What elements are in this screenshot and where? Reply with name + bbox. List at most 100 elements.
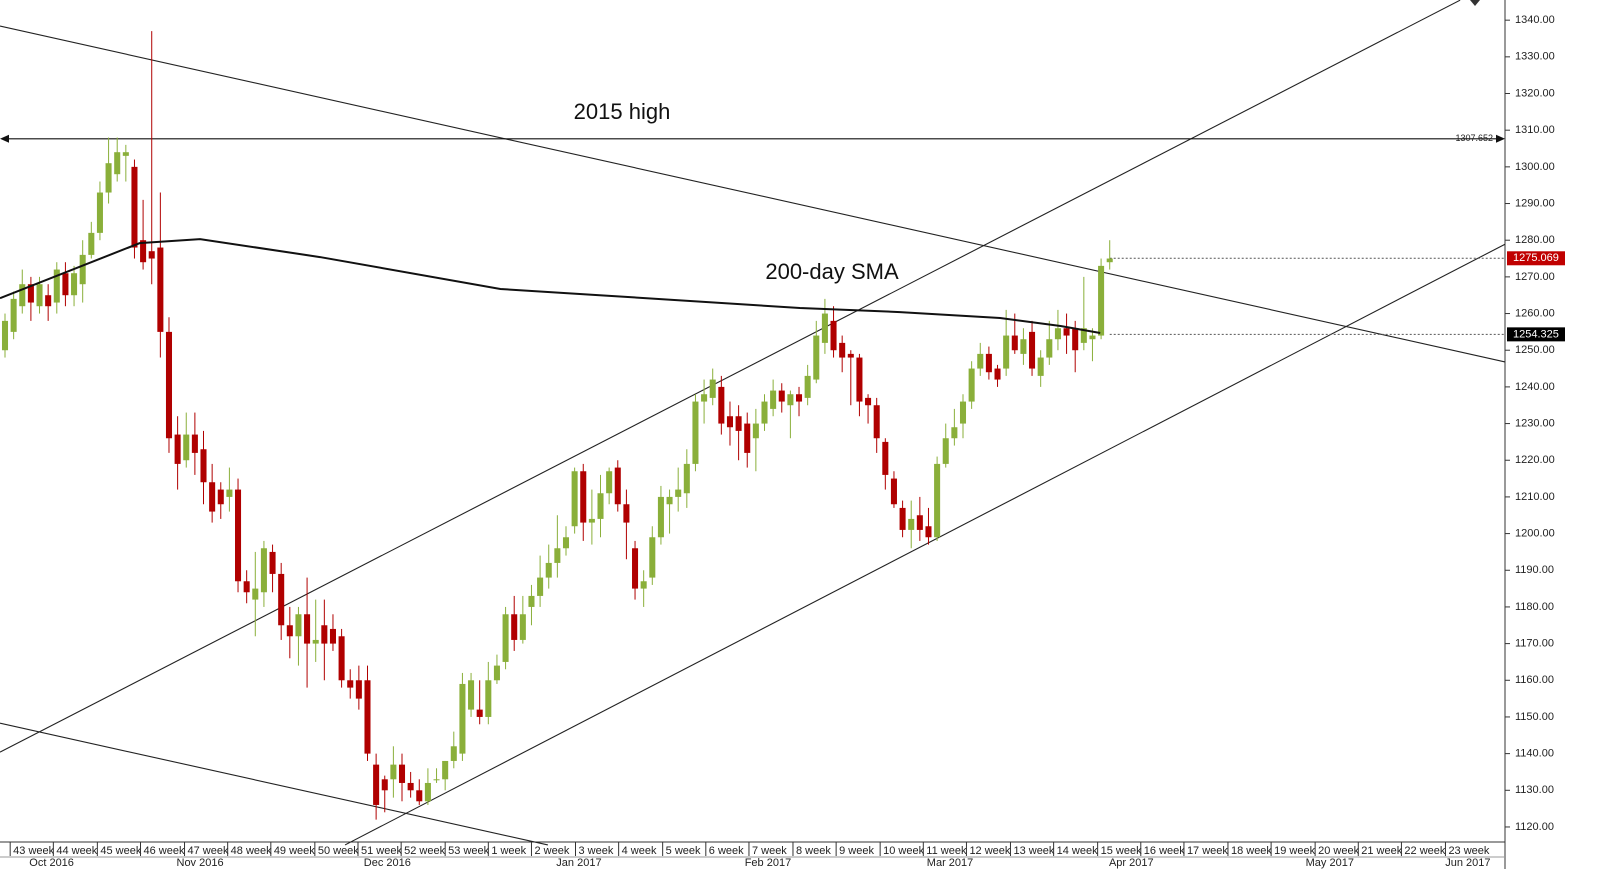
y-tick-label: 1210.00: [1515, 491, 1555, 503]
x-tick-label: 47 week: [188, 845, 229, 857]
candle-body: [709, 379, 716, 398]
candle-body: [131, 166, 138, 248]
y-tick-label: 1140.00: [1515, 748, 1554, 760]
candle-body: [295, 614, 302, 637]
candle-body: [71, 273, 78, 296]
x-tick-label: 21 week: [1361, 845, 1402, 857]
y-tick-label: 1280.00: [1515, 234, 1555, 246]
candle-body: [140, 240, 147, 263]
level-arrow: [1496, 134, 1505, 143]
candle-body: [191, 434, 198, 453]
candle-body: [916, 515, 923, 530]
candle-body: [959, 401, 967, 424]
trendline: [0, 25, 1506, 363]
candle-body: [79, 254, 86, 285]
candle-body: [968, 368, 975, 402]
candle-body: [813, 335, 820, 380]
candle-body: [174, 434, 181, 464]
candle-body: [1080, 328, 1087, 343]
candle-body: [882, 441, 889, 475]
candle-body: [554, 548, 561, 563]
y-tick-label: 1220.00: [1515, 454, 1555, 466]
x-tick-label: 17 week: [1187, 845, 1228, 857]
candle-body: [821, 313, 828, 343]
y-tick-label: 1310.00: [1515, 124, 1555, 136]
month-label: Apr 2017: [1109, 857, 1154, 869]
candle-body: [105, 163, 112, 193]
x-tick-label: 6 week: [709, 845, 744, 857]
y-tick-label: 1150.00: [1515, 711, 1554, 723]
x-tick-label: 7 week: [752, 845, 787, 857]
candle-body: [442, 760, 449, 780]
candle-body: [1106, 258, 1113, 263]
candle-body: [373, 764, 380, 805]
candle-body: [148, 251, 155, 259]
candle-body: [614, 467, 621, 505]
candle-body: [381, 779, 388, 791]
candle-body: [580, 471, 587, 523]
candle-body: [286, 625, 293, 637]
candle-body: [450, 746, 457, 761]
candle-body: [908, 518, 915, 530]
month-label: Jan 2017: [556, 857, 601, 869]
x-tick-label: 16 week: [1144, 845, 1185, 857]
y-tick-label: 1160.00: [1515, 674, 1554, 686]
y-tick-label: 1180.00: [1515, 601, 1554, 613]
y-tick-label: 1270.00: [1515, 271, 1555, 283]
month-label: Oct 2016: [29, 857, 74, 869]
month-label: Jun 2017: [1445, 857, 1490, 869]
candle-body: [493, 665, 500, 681]
level-arrow: [0, 134, 9, 143]
y-tick-label: 1170.00: [1515, 638, 1554, 650]
candle-body: [260, 548, 267, 593]
candle-body: [925, 526, 932, 538]
menu-arrow[interactable]: [1470, 0, 1480, 6]
candle-body: [217, 489, 224, 505]
x-tick-label: 5 week: [666, 845, 701, 857]
candle-body: [1, 320, 9, 351]
candle-body: [942, 438, 949, 464]
x-tick-label: 14 week: [1057, 845, 1098, 857]
y-tick-label: 1200.00: [1515, 527, 1555, 539]
candle-body: [804, 375, 811, 398]
candle-body: [657, 496, 664, 538]
candle-body: [847, 353, 854, 358]
candle-body: [666, 496, 673, 505]
trendline: [0, 722, 548, 846]
candle-body: [243, 581, 250, 593]
x-tick-label: 4 week: [622, 845, 657, 857]
x-tick-label: 46 week: [144, 845, 185, 857]
candle-body: [640, 581, 647, 589]
x-tick-label: 22 week: [1404, 845, 1445, 857]
candle-body: [252, 588, 259, 600]
candle-body: [226, 489, 233, 497]
candle-body: [45, 295, 52, 307]
month-label: Dec 2016: [364, 857, 411, 869]
candle-body: [571, 471, 578, 527]
candle-body: [62, 273, 69, 296]
y-tick-label: 1130.00: [1515, 784, 1554, 796]
candle-body: [459, 683, 466, 754]
candle-body: [899, 507, 906, 530]
candle-body: [726, 416, 733, 428]
y-tick-label: 1190.00: [1515, 564, 1554, 576]
x-tick-label: 44 week: [56, 845, 97, 857]
candle-body: [795, 394, 803, 402]
candle-body: [355, 680, 362, 699]
candle-body: [269, 551, 276, 574]
x-tick-label: 15 week: [1101, 845, 1142, 857]
x-tick-label: 12 week: [969, 845, 1010, 857]
candle-body: [839, 342, 846, 358]
x-tick-label: 19 week: [1274, 845, 1315, 857]
candle-body: [1072, 328, 1079, 351]
x-tick-label: 11 week: [926, 845, 967, 857]
candle-body: [1063, 328, 1070, 336]
candle-body: [718, 386, 725, 424]
candle-body: [53, 269, 60, 303]
x-tick-label: 18 week: [1231, 845, 1272, 857]
candle-body: [407, 782, 414, 791]
candle-body: [36, 284, 43, 307]
candle-body: [19, 284, 26, 307]
